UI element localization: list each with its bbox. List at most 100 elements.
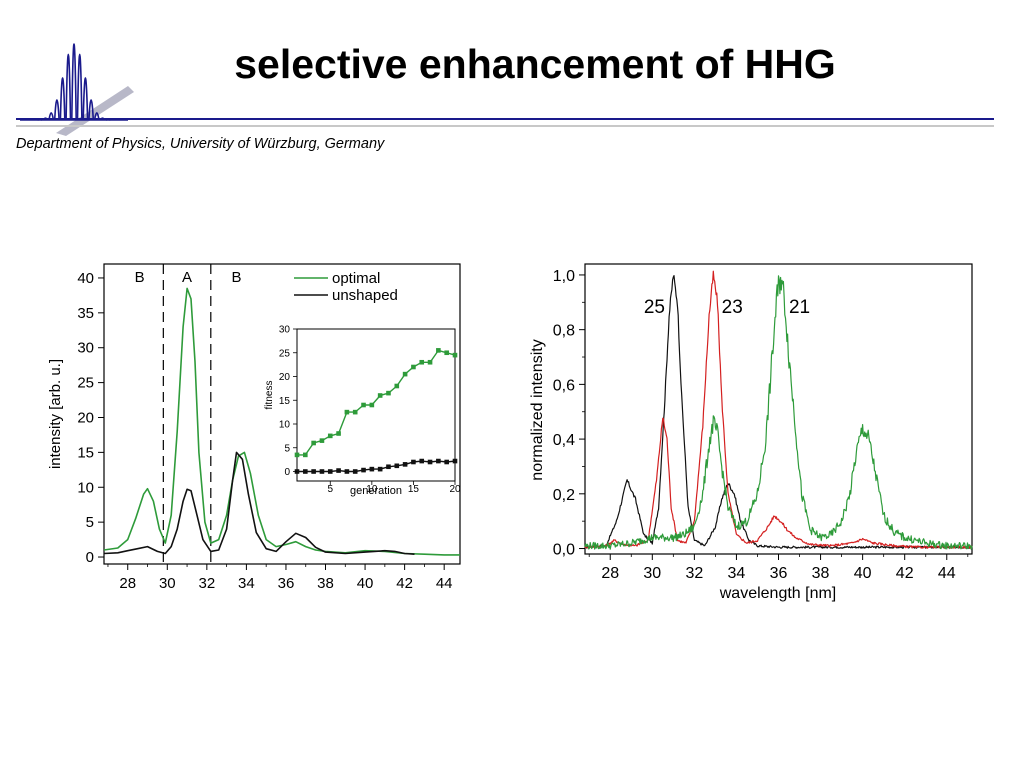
y-tick-label: 1,0 — [553, 268, 575, 285]
inset-marker-unshaped — [369, 466, 375, 472]
inset-marker-optimal — [369, 402, 375, 408]
x-tick-label: 42 — [396, 575, 413, 592]
x-tick-label: 44 — [938, 565, 956, 582]
y-tick-label: 0,0 — [553, 542, 575, 559]
y-tick-label: 25 — [77, 375, 94, 392]
inset-marker-unshaped — [452, 458, 458, 464]
inset-marker-optimal — [394, 383, 400, 389]
inset-y-tick-label: 15 — [279, 396, 291, 407]
inset-marker-unshaped — [311, 469, 316, 474]
inset-marker-unshaped — [377, 466, 383, 472]
x-tick-label: 34 — [238, 575, 255, 592]
header-divider — [16, 118, 994, 127]
x-tick-label: 40 — [357, 575, 374, 592]
y-tick-label: 15 — [77, 444, 94, 461]
x-tick-label: 42 — [896, 565, 914, 582]
inset-ylabel: fitness — [264, 381, 275, 410]
left-ylabel: intensity [arb. u.] — [47, 359, 64, 469]
x-tick-label: 28 — [119, 575, 136, 592]
logo-streak — [56, 86, 134, 136]
inset-marker-unshaped — [427, 459, 433, 465]
x-tick-label: 36 — [278, 575, 295, 592]
right-ylabel: normalized intensity — [529, 339, 546, 480]
department-caption: Department of Physics, University of Wür… — [16, 136, 385, 152]
inset-x-tick-label: 5 — [327, 484, 333, 495]
inset-y-tick-label: 25 — [279, 348, 291, 359]
inset-marker-optimal — [386, 390, 391, 396]
inset-marker-unshaped — [361, 467, 366, 473]
x-tick-label: 34 — [728, 565, 746, 582]
inset-marker-optimal — [344, 409, 350, 415]
harmonic-order-label: 21 — [789, 297, 810, 318]
inset-marker-optimal — [352, 409, 358, 415]
inset-marker-unshaped — [336, 468, 341, 473]
inset-y-tick-label: 0 — [284, 467, 290, 478]
inset-marker-optimal — [452, 352, 458, 358]
left-plot-frame — [103, 263, 461, 565]
inset-marker-optimal — [444, 350, 449, 356]
inset-marker-unshaped — [444, 459, 449, 465]
inset-marker-unshaped — [327, 469, 333, 474]
region-label: B — [135, 269, 145, 286]
series-line-unshaped — [103, 451, 415, 555]
inset-marker-unshaped — [411, 459, 416, 465]
inset-marker-optimal — [361, 402, 366, 408]
region-label: B — [232, 269, 242, 286]
y-tick-label: 30 — [77, 340, 94, 357]
inset-marker-unshaped — [386, 464, 391, 470]
logo-pulse-peak — [93, 112, 100, 121]
inset-y-tick-label: 5 — [284, 443, 290, 454]
inset-plot-frame — [296, 328, 456, 482]
harmonic-order-label: 25 — [644, 297, 665, 318]
inset-marker-optimal — [303, 452, 308, 458]
y-tick-label: 0,8 — [553, 323, 575, 340]
inset-marker-optimal — [377, 393, 383, 398]
y-tick-label: 0,6 — [553, 377, 575, 394]
logo-pulse-peak — [88, 99, 95, 121]
y-tick-label: 5 — [86, 514, 94, 531]
y-tick-label: 0 — [86, 549, 94, 566]
logo-pulse-peak — [53, 99, 60, 121]
inset-marker-unshaped — [419, 458, 425, 464]
logo-pulse-peak — [59, 77, 66, 121]
inset-y-tick-label: 10 — [279, 420, 291, 431]
inset-marker-unshaped — [436, 458, 441, 464]
spectrum-line-2 — [584, 275, 973, 550]
x-tick-label: 36 — [770, 565, 788, 582]
inset-marker-optimal — [327, 433, 333, 439]
logo-pulse-peak — [65, 53, 72, 121]
spectrum-line-1 — [584, 270, 973, 549]
inset-marker-optimal — [436, 348, 441, 353]
inset-marker-optimal — [402, 371, 408, 377]
right-normalized-spectra-chart: 25 23 21 28 30 32 34 36 38 40 42 44 0,0 0,2 0,4 0,6 0,… — [529, 263, 973, 602]
inset-marker-unshaped — [352, 469, 358, 474]
inset-marker-unshaped — [402, 462, 408, 467]
x-tick-label: 38 — [317, 575, 334, 592]
y-tick-label: 0,2 — [553, 487, 575, 504]
region-label: A — [182, 269, 192, 286]
inset-marker-optimal — [294, 452, 300, 458]
inset-y-tick-label: 30 — [279, 325, 291, 336]
x-tick-label: 30 — [643, 565, 661, 582]
inset-x-tick-label: 15 — [408, 484, 420, 495]
inset-x-tick-label: 20 — [449, 484, 461, 495]
harmonic-order-label: 23 — [722, 297, 743, 318]
x-tick-label: 40 — [854, 565, 872, 582]
inset-marker-unshaped — [394, 463, 400, 469]
inset-marker-unshaped — [344, 469, 350, 474]
x-tick-label: 44 — [436, 575, 453, 592]
logo-pulse-peak — [71, 43, 77, 121]
inset-marker-unshaped — [303, 469, 308, 474]
x-tick-label: 28 — [601, 565, 619, 582]
x-tick-label: 30 — [159, 575, 176, 592]
right-xlabel: wavelength [nm] — [719, 585, 837, 602]
y-tick-label: 35 — [77, 305, 94, 322]
x-tick-label: 32 — [199, 575, 216, 592]
inset-marker-optimal — [419, 359, 425, 365]
inset-marker-optimal — [427, 359, 433, 365]
inset-marker-optimal — [319, 438, 325, 443]
x-tick-label: 32 — [685, 565, 703, 582]
logo-pulse-peak — [82, 77, 89, 121]
inset-marker-optimal — [411, 364, 416, 370]
